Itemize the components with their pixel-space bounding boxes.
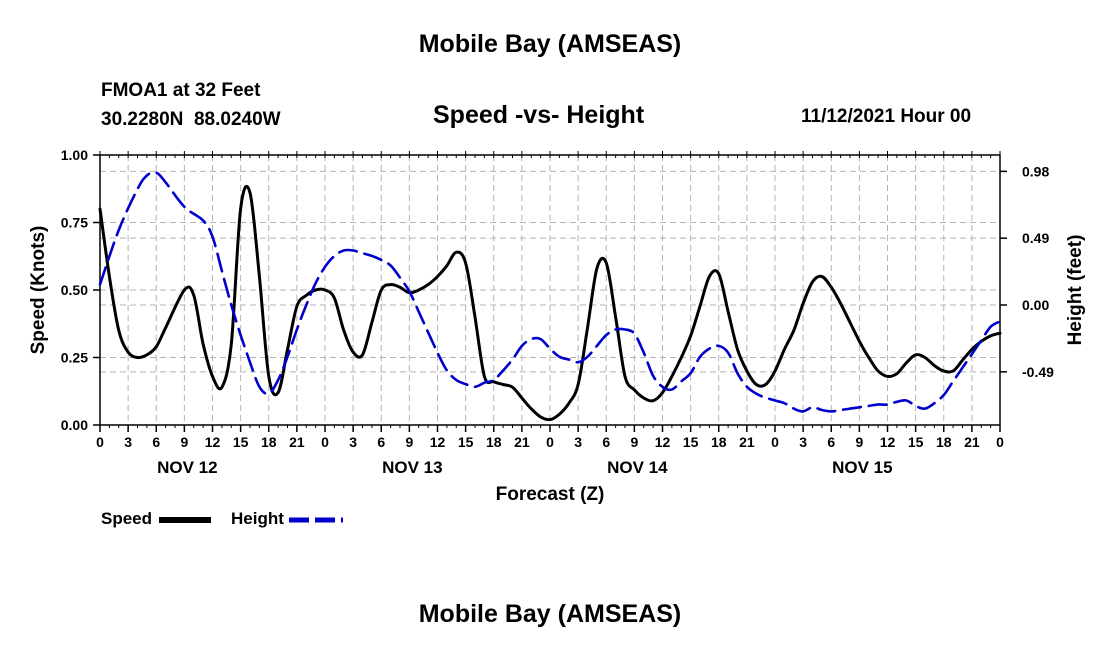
x-tick-label: 9 bbox=[180, 434, 188, 450]
x-tick-label: 0 bbox=[771, 434, 779, 450]
x-tick-label: 15 bbox=[458, 434, 474, 450]
x-tick-label: 18 bbox=[711, 434, 727, 450]
y2-tick-label: -0.49 bbox=[1022, 364, 1054, 380]
y-tick-label: 1.00 bbox=[61, 147, 88, 163]
x-tick-label: 21 bbox=[964, 434, 980, 450]
x-tick-label: 21 bbox=[289, 434, 305, 450]
day-label: NOV 13 bbox=[382, 458, 442, 477]
station-coords: 30.2280N 88.0240W bbox=[101, 109, 281, 130]
x-tick-label: 3 bbox=[124, 434, 132, 450]
x-tick-label: 6 bbox=[827, 434, 835, 450]
x-tick-label: 18 bbox=[936, 434, 952, 450]
x-tick-label: 12 bbox=[655, 434, 671, 450]
x-tick-label: 9 bbox=[630, 434, 638, 450]
chart-title: Speed -vs- Height bbox=[433, 101, 645, 129]
x-tick-label: 21 bbox=[514, 434, 530, 450]
legend-speed-swatch bbox=[158, 516, 211, 523]
day-label: NOV 12 bbox=[157, 458, 217, 477]
x-tick-label: 15 bbox=[233, 434, 249, 450]
x-tick-label: 12 bbox=[205, 434, 221, 450]
x-axis-title: Forecast (Z) bbox=[496, 484, 605, 505]
x-tick-label: 3 bbox=[349, 434, 357, 450]
page-title-repeat: Mobile Bay (AMSEAS) bbox=[418, 600, 682, 628]
x-tick-label: 0 bbox=[321, 434, 329, 450]
y2-tick-label: 0.49 bbox=[1022, 230, 1049, 246]
series-layer bbox=[98, 170, 1002, 422]
y2-axis-title: Height (feet) bbox=[1065, 235, 1086, 346]
x-tick-label: 15 bbox=[908, 434, 924, 450]
axis-labels: 0 3 6 9 12 15 18 21 0 3 6 9 12 15 18 21 0 3 6 9 12 15 18 21 0 3 6 9… bbox=[61, 147, 1054, 477]
legend-height: Height bbox=[231, 509, 343, 529]
x-tick-label: 18 bbox=[486, 434, 502, 450]
x-tick-label: 15 bbox=[683, 434, 699, 450]
x-tick-label: 21 bbox=[739, 434, 755, 450]
day-label: NOV 14 bbox=[607, 458, 668, 477]
axes bbox=[93, 151, 1007, 432]
plot-frame bbox=[99, 154, 1001, 426]
x-tick-label: 12 bbox=[430, 434, 446, 450]
x-tick-label: 6 bbox=[152, 434, 160, 450]
run-time: 11/12/2021 Hour 00 bbox=[801, 106, 972, 127]
series-line-height bbox=[98, 170, 1002, 413]
station-info: FMOA1 at 32 Feet 30.2280N 88.0240W bbox=[101, 76, 281, 134]
x-tick-label: 3 bbox=[799, 434, 807, 450]
legend-speed-label: Speed bbox=[101, 509, 153, 528]
y-tick-label: 0.00 bbox=[61, 417, 88, 433]
y-tick-label: 0.50 bbox=[61, 282, 88, 298]
x-tick-label: 6 bbox=[602, 434, 610, 450]
y2-tick-label: 0.00 bbox=[1022, 297, 1049, 313]
day-label: NOV 15 bbox=[832, 458, 892, 477]
x-tick-label: 6 bbox=[377, 434, 385, 450]
grid-lines bbox=[100, 155, 1000, 425]
y-tick-label: 0.75 bbox=[61, 215, 88, 231]
station-name: FMOA1 at 32 Feet bbox=[101, 80, 261, 101]
x-tick-label: 12 bbox=[880, 434, 896, 450]
y-axis-title: Speed (Knots) bbox=[28, 226, 49, 355]
x-tick-label: 9 bbox=[405, 434, 413, 450]
legend-height-swatch bbox=[288, 517, 343, 523]
legend-speed: Speed bbox=[101, 509, 211, 529]
page-title: Mobile Bay (AMSEAS) bbox=[418, 30, 682, 58]
legend-height-label: Height bbox=[231, 509, 284, 528]
x-tick-label: 0 bbox=[996, 434, 1004, 450]
y2-tick-label: 0.98 bbox=[1022, 163, 1049, 179]
x-tick-label: 18 bbox=[261, 434, 277, 450]
series-line-speed bbox=[98, 184, 1002, 422]
y-tick-label: 0.25 bbox=[61, 350, 88, 366]
x-tick-label: 3 bbox=[574, 434, 582, 450]
x-tick-label: 0 bbox=[546, 434, 554, 450]
x-tick-label: 0 bbox=[96, 434, 104, 450]
x-tick-label: 9 bbox=[855, 434, 863, 450]
